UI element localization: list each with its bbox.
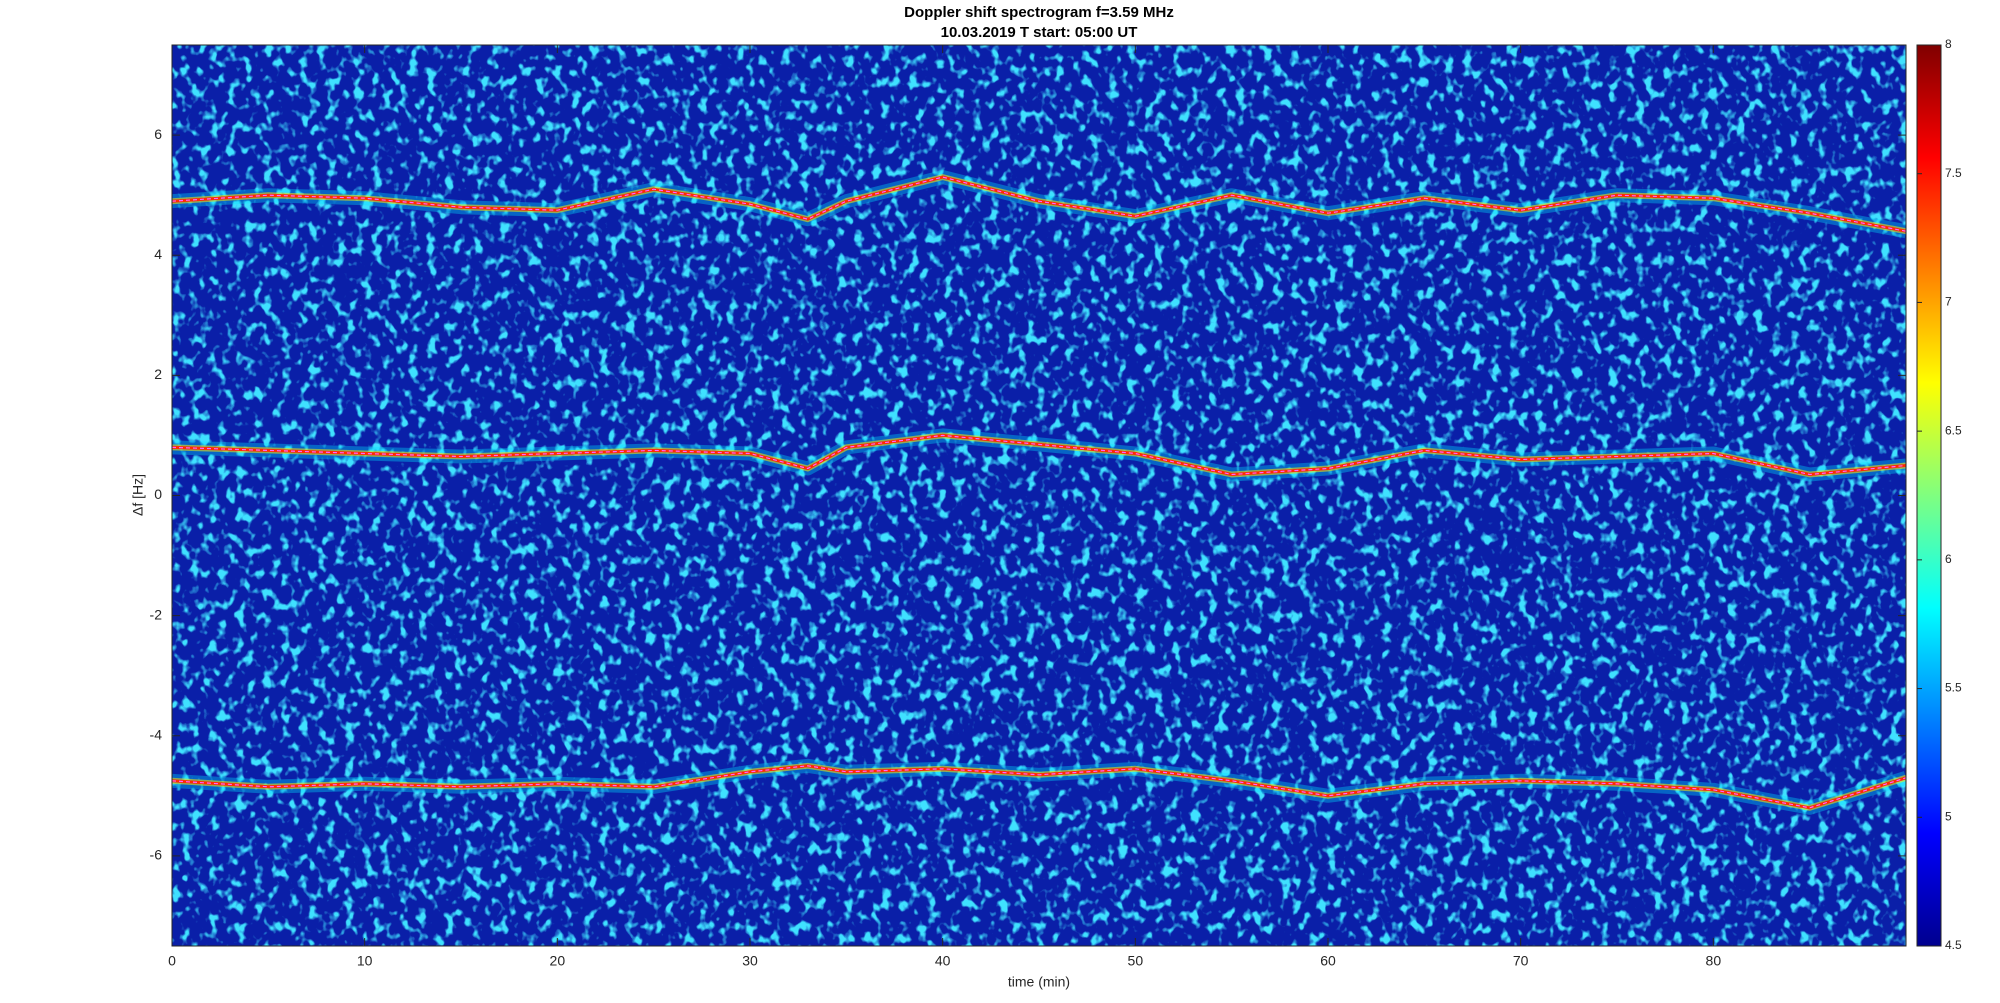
colorbar-tick-label: 7: [1945, 295, 1952, 309]
colorbar-tick-label: 5: [1945, 809, 1952, 823]
colorbar-tick-label: 6.5: [1945, 423, 1962, 437]
colorbar-tick-label: 6: [1945, 552, 1952, 566]
trace-fit: [172, 765, 1906, 809]
colorbar-tick-label: 4.5: [1945, 938, 1962, 952]
colorbar: [1916, 44, 1942, 947]
x-tick-label: 30: [742, 953, 758, 969]
x-tick-label: 60: [1320, 953, 1336, 969]
x-tick-label: 10: [357, 953, 373, 969]
y-axis-label: Δf [Hz]: [130, 474, 146, 516]
y-tick-label: 6: [154, 126, 162, 142]
traces: [172, 170, 1906, 815]
colorbar-tick-label: 8: [1945, 37, 1952, 51]
y-tick-label: -4: [150, 726, 163, 742]
colorbar-tick-label: 7.5: [1945, 166, 1962, 180]
y-tick-label: -2: [150, 606, 163, 622]
x-tick-label: 40: [935, 953, 951, 969]
x-tick-label: 80: [1706, 953, 1722, 969]
trace-fit: [172, 434, 1906, 476]
chart-title: Doppler shift spectrogram f=3.59 MHz: [904, 4, 1174, 21]
x-tick-label: 50: [1128, 953, 1144, 969]
trace-fit: [172, 176, 1906, 232]
y-tick-label: 2: [154, 366, 162, 382]
chart-subtitle: 10.03.2019 T start: 05:00 UT: [941, 24, 1138, 41]
spectrogram-noise: [172, 45, 1906, 946]
x-axis-label: time (min): [1008, 974, 1070, 990]
y-tick-label: -6: [150, 847, 163, 863]
colorbar-tick-label: 5.5: [1945, 681, 1962, 695]
x-tick-label: 70: [1513, 953, 1529, 969]
x-tick-label: 0: [168, 953, 176, 969]
y-tick-label: 0: [154, 486, 162, 502]
y-tick-label: 4: [154, 246, 162, 262]
x-tick-label: 20: [550, 953, 566, 969]
